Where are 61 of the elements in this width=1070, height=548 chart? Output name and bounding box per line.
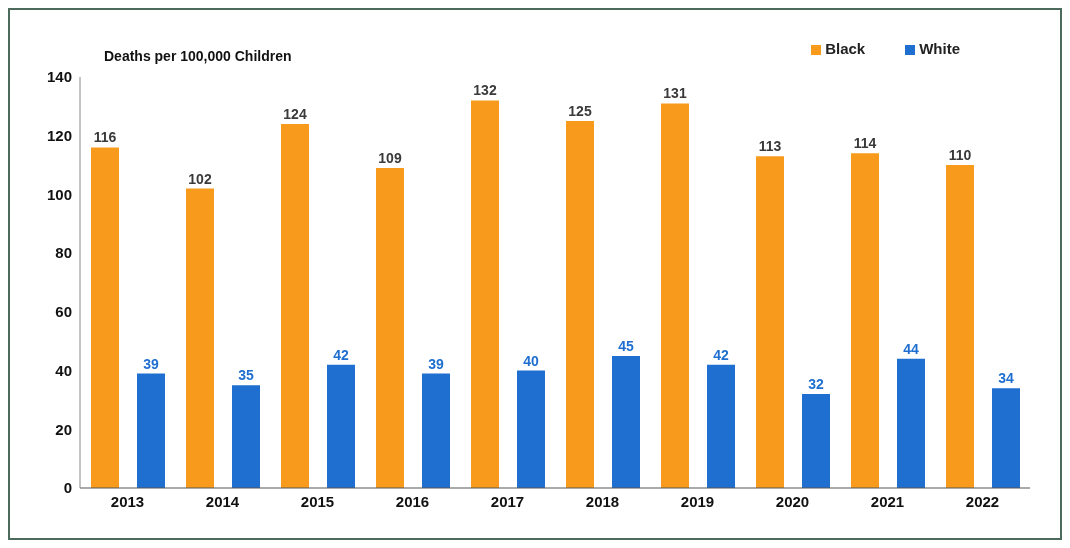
x-tick-label: 2015 [300, 492, 335, 510]
bar [566, 121, 594, 488]
data-label: 44 [903, 340, 919, 357]
y-tick-label: 60 [55, 303, 72, 321]
bar [946, 165, 974, 488]
x-tick-label: 2018 [585, 492, 620, 510]
data-label: 39 [143, 355, 159, 372]
data-label: 40 [523, 352, 539, 369]
y-tick-label: 140 [46, 68, 72, 86]
bar [281, 123, 309, 488]
data-label: 131 [663, 85, 687, 102]
y-tick-label: 80 [55, 244, 72, 262]
x-tick-label: 2016 [395, 492, 430, 510]
data-label: 110 [948, 147, 972, 164]
bar [612, 355, 640, 488]
bar [186, 188, 214, 488]
data-label: 35 [238, 367, 254, 384]
x-tick-label: 2017 [490, 492, 525, 510]
bar [517, 370, 545, 488]
data-label: 42 [713, 346, 729, 363]
bar [802, 394, 830, 488]
bar [661, 103, 689, 488]
data-label: 34 [998, 370, 1014, 387]
bar [91, 147, 119, 488]
bar [992, 388, 1020, 488]
y-tick-label: 120 [46, 127, 72, 145]
bar [422, 373, 450, 488]
x-tick-label: 2014 [205, 492, 240, 510]
x-tick-label: 2022 [965, 492, 1000, 510]
x-tick-label: 2020 [775, 492, 810, 510]
data-label: 125 [568, 103, 592, 120]
bar [471, 100, 499, 488]
bar [137, 373, 165, 488]
data-label: 102 [188, 170, 212, 187]
bar [327, 364, 355, 488]
bar [851, 153, 879, 488]
y-tick-label: 0 [63, 479, 72, 497]
bar [707, 364, 735, 488]
bar [756, 156, 784, 488]
y-tick-label: 100 [46, 185, 72, 203]
data-label: 113 [758, 138, 782, 155]
data-label: 32 [808, 376, 824, 393]
data-label: 114 [853, 135, 877, 152]
bar [376, 168, 404, 488]
data-label: 116 [93, 129, 117, 146]
data-label: 42 [333, 346, 349, 363]
data-label: 39 [428, 355, 444, 372]
data-label: 132 [473, 82, 497, 99]
x-tick-label: 2021 [870, 492, 905, 510]
x-tick-label: 2013 [110, 492, 145, 510]
x-tick-label: 2019 [680, 492, 715, 510]
y-tick-label: 40 [55, 361, 72, 379]
data-label: 45 [618, 337, 634, 354]
bar [232, 385, 260, 488]
y-axis-title: Deaths per 100,000 Children [104, 48, 292, 64]
y-tick-label: 20 [55, 420, 72, 438]
legend-label: Black [825, 40, 866, 57]
data-label: 109 [378, 150, 402, 167]
bar [897, 358, 925, 488]
legend-label: White [919, 40, 960, 57]
data-label: 124 [283, 105, 307, 122]
